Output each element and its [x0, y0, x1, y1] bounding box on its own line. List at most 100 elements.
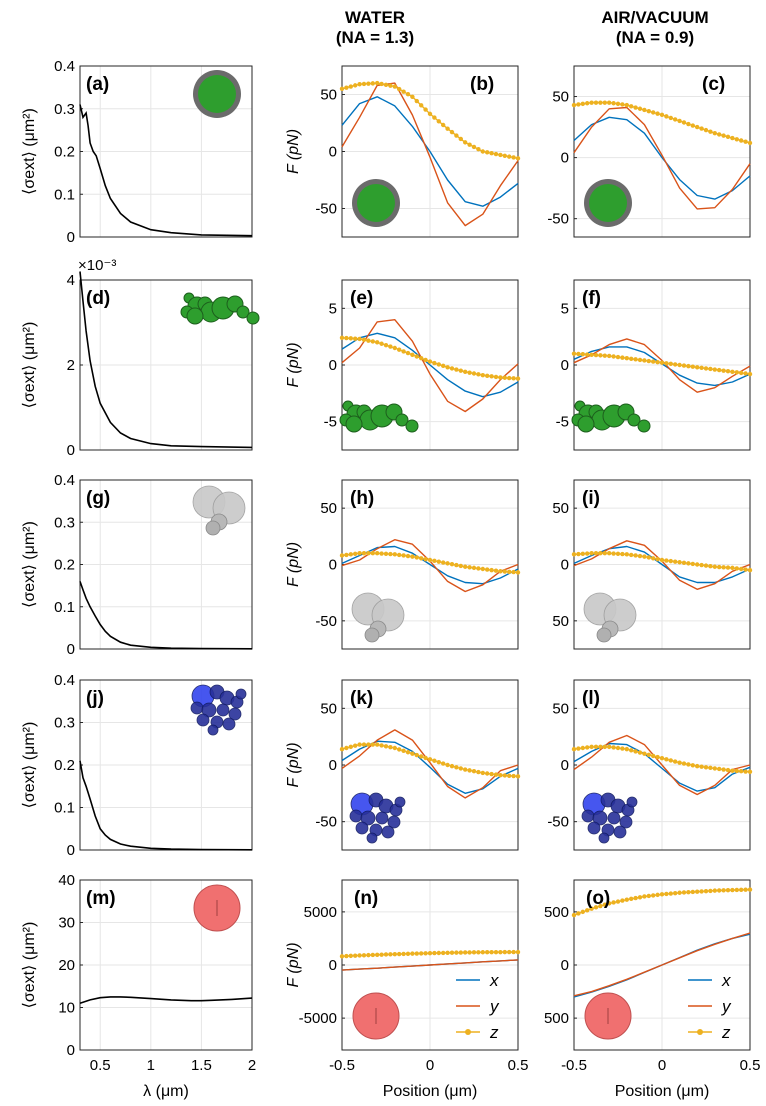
y-axis-label: ⟨σext⟩ (μm²): [21, 521, 38, 608]
particle-red-sphere: [193, 884, 241, 932]
series-z-marker: [646, 358, 651, 364]
series-z-marker: [703, 888, 709, 894]
y-tick-label: 0: [329, 557, 337, 574]
series-z-marker: [637, 553, 643, 559]
y-axis-label: F (pN): [285, 942, 302, 987]
panel-label-e: (e): [350, 288, 373, 309]
series-z-marker: [593, 905, 599, 910]
series-z-marker: [427, 951, 433, 956]
series-z-marker: [361, 953, 367, 958]
series-z-marker: [695, 562, 700, 567]
series-z-marker: [383, 952, 389, 957]
series-z-marker: [493, 772, 499, 777]
series-z-marker: [620, 551, 625, 557]
series-z-marker: [458, 368, 463, 373]
series-z-marker: [432, 360, 437, 366]
series-z-marker: [598, 744, 603, 750]
series-z-marker: [743, 371, 748, 376]
panel-label-g: (g): [86, 488, 110, 509]
series-z-marker: [515, 376, 521, 381]
series-z-marker: [370, 81, 375, 86]
particle-green-cluster: [339, 400, 419, 433]
series-z-marker: [686, 890, 691, 895]
series-z-marker: [361, 337, 367, 342]
series-z-marker: [348, 84, 353, 89]
series-z-marker: [515, 156, 521, 161]
series-z-marker: [664, 891, 669, 897]
particle-gray-dimer: [192, 485, 246, 536]
series-z-marker: [607, 551, 612, 556]
series-z-marker: [620, 898, 625, 903]
y-tick-label: 4: [67, 272, 75, 289]
series-z-marker: [357, 953, 362, 958]
series-z-marker: [721, 133, 726, 138]
legend-marker-z: [697, 1029, 703, 1035]
series-z-marker: [493, 151, 499, 157]
series-z-marker: [607, 100, 612, 105]
series-z-marker: [344, 745, 349, 751]
series-z-marker: [366, 338, 371, 343]
legend-label-y: y: [721, 997, 732, 1016]
particle-blue-cluster-ball: [235, 688, 247, 700]
panel-label-f: (f): [582, 288, 601, 309]
particle-blue-cluster-ball: [196, 713, 210, 727]
series-z-marker: [348, 336, 353, 341]
series-z-marker: [489, 374, 494, 379]
series-z-marker: [383, 82, 389, 88]
series-z-marker: [432, 115, 437, 120]
series-z-marker: [743, 887, 748, 892]
y-tick-label: 0.3: [54, 101, 75, 118]
series-z-marker: [734, 370, 739, 375]
series-z-marker: [739, 370, 744, 376]
series-z-marker: [480, 950, 485, 955]
series-z-marker: [633, 357, 638, 362]
series-z-marker: [498, 949, 503, 955]
series-z-marker: [730, 887, 735, 893]
series-z-marker: [686, 363, 691, 369]
series-z-marker: [743, 139, 748, 144]
series-z-marker: [467, 950, 472, 955]
panel-f: -5 0 5 (f): [556, 279, 753, 451]
y-axis-label: F (pN): [285, 742, 302, 787]
series-z-marker: [593, 551, 599, 556]
particle-blue-cluster-ball: [592, 810, 608, 826]
series-z-marker: [629, 896, 634, 902]
series-z-marker: [414, 98, 419, 104]
series-z-marker: [602, 902, 607, 907]
series-z-marker: [602, 551, 607, 556]
series-z-marker: [489, 771, 494, 777]
particle-green-sphere: [584, 179, 632, 227]
y-tick-label: 50: [552, 89, 569, 106]
series-z-marker: [598, 551, 603, 556]
panel-k: -50 0 50 (k) F (pN): [285, 679, 521, 851]
column-title-air-line1: AIR/VACUUM: [601, 8, 709, 27]
series-z-marker: [480, 566, 485, 572]
series-z-marker: [677, 560, 682, 565]
y-tick-label: 0: [329, 144, 337, 161]
series-z-marker: [699, 889, 704, 894]
series-z-marker: [624, 746, 629, 752]
panel-e: -5 0 5 (e) F (pN): [285, 279, 521, 451]
particle-blue-cluster-ball: [375, 811, 389, 825]
particle-red-sphere: [352, 992, 400, 1040]
series-z-marker: [655, 359, 660, 365]
particle-blue-cluster: [349, 792, 406, 844]
series-z-marker: [739, 566, 744, 572]
y-tick-label: 10: [58, 1000, 75, 1017]
y-tick-label: 0: [67, 229, 75, 246]
series-z-marker: [471, 769, 477, 774]
y-tick-label: 20: [58, 957, 75, 974]
series-y-line: [341, 319, 519, 413]
series-z-marker: [375, 80, 380, 86]
spectrum-line: [79, 996, 253, 1005]
series-z-marker: [353, 953, 358, 958]
series-z-marker: [571, 746, 577, 752]
series-z-marker: [410, 751, 415, 756]
series-z-marker: [467, 768, 472, 773]
series-z-marker: [432, 558, 437, 564]
x-axis-label-position-air: Position (μm): [615, 1083, 710, 1100]
series-z-marker: [502, 375, 507, 380]
particle-blue-cluster-ball: [228, 707, 242, 721]
series-z-marker: [454, 133, 459, 138]
series-z-marker: [414, 951, 419, 956]
